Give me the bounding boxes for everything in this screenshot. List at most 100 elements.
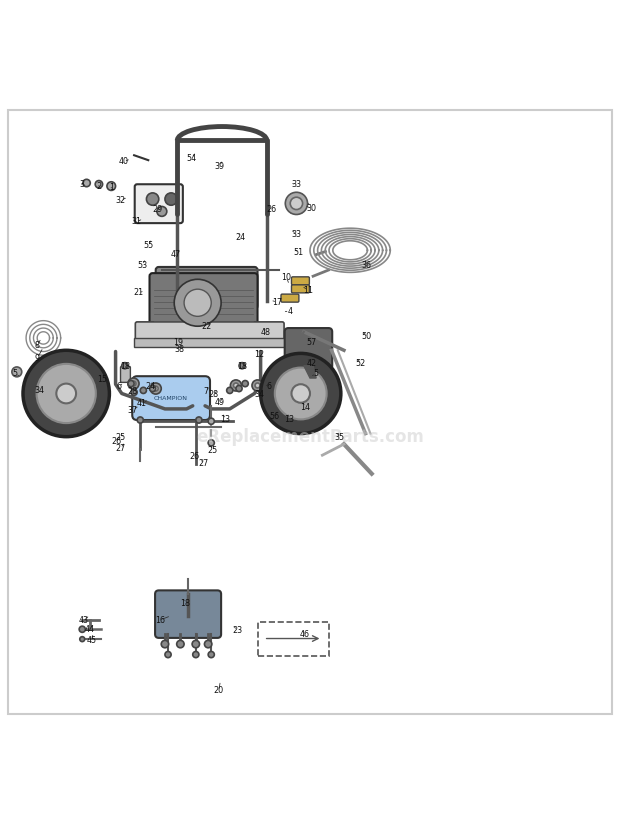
Text: 5: 5: [12, 369, 17, 378]
Text: 28: 28: [208, 391, 218, 399]
Text: 9: 9: [35, 353, 40, 363]
FancyBboxPatch shape: [135, 185, 183, 223]
Circle shape: [131, 389, 137, 396]
Text: 4: 4: [287, 307, 292, 316]
Circle shape: [37, 364, 96, 423]
Circle shape: [157, 207, 167, 217]
Circle shape: [234, 383, 239, 388]
Circle shape: [290, 197, 303, 209]
Text: 11: 11: [303, 286, 313, 295]
Circle shape: [255, 383, 260, 388]
Text: 21: 21: [133, 288, 143, 297]
Text: 23: 23: [232, 626, 242, 635]
Text: CHAMPION: CHAMPION: [154, 396, 188, 401]
Circle shape: [149, 386, 156, 391]
Text: 7: 7: [204, 387, 209, 396]
FancyBboxPatch shape: [134, 338, 285, 347]
FancyBboxPatch shape: [285, 328, 332, 369]
Text: 18: 18: [120, 363, 130, 372]
Text: 5: 5: [314, 369, 319, 378]
Text: 46: 46: [300, 630, 310, 639]
Text: 41: 41: [137, 400, 147, 409]
Circle shape: [231, 380, 241, 391]
Circle shape: [128, 378, 139, 389]
Text: 55: 55: [143, 241, 153, 250]
Circle shape: [208, 418, 215, 424]
Text: 13: 13: [285, 415, 294, 424]
Bar: [257, 622, 329, 656]
Text: 6: 6: [267, 382, 272, 391]
Circle shape: [95, 180, 103, 188]
Text: 44: 44: [85, 625, 95, 634]
Circle shape: [56, 384, 76, 404]
Circle shape: [174, 279, 221, 326]
Text: 50: 50: [361, 331, 372, 340]
Text: 52: 52: [355, 359, 366, 368]
Text: 25: 25: [115, 433, 126, 442]
Text: eReplacementParts.com: eReplacementParts.com: [196, 428, 424, 446]
Text: 36: 36: [362, 260, 372, 269]
FancyBboxPatch shape: [155, 590, 221, 638]
Text: 8: 8: [35, 341, 40, 350]
Text: 42: 42: [306, 359, 316, 368]
Circle shape: [314, 367, 324, 377]
Circle shape: [252, 380, 263, 391]
Text: 31: 31: [131, 218, 141, 227]
Text: 19: 19: [174, 338, 184, 347]
Circle shape: [227, 387, 233, 394]
Text: 3: 3: [79, 180, 84, 189]
Circle shape: [193, 652, 199, 658]
Circle shape: [161, 640, 169, 648]
Circle shape: [177, 640, 184, 648]
Circle shape: [239, 363, 245, 369]
Circle shape: [122, 363, 128, 369]
Circle shape: [193, 297, 203, 307]
Text: 26: 26: [266, 205, 276, 214]
Circle shape: [165, 652, 171, 658]
Text: 13: 13: [221, 415, 231, 424]
Text: 24: 24: [146, 382, 156, 391]
FancyBboxPatch shape: [132, 377, 210, 420]
Text: 33: 33: [291, 230, 301, 239]
Circle shape: [208, 652, 215, 658]
Circle shape: [242, 381, 248, 386]
Text: 37: 37: [128, 405, 138, 414]
Circle shape: [83, 180, 91, 187]
Text: 24: 24: [235, 233, 246, 241]
Text: 33: 33: [291, 180, 301, 190]
Text: 53: 53: [137, 260, 147, 269]
FancyBboxPatch shape: [156, 267, 257, 309]
Text: 43: 43: [79, 616, 89, 625]
Text: 12: 12: [254, 350, 264, 359]
Text: 6: 6: [116, 382, 121, 391]
Circle shape: [128, 381, 134, 386]
Text: 39: 39: [214, 162, 224, 171]
Text: 34: 34: [254, 391, 264, 399]
Text: 40: 40: [118, 157, 128, 166]
FancyBboxPatch shape: [135, 322, 284, 341]
Circle shape: [208, 440, 215, 446]
Circle shape: [260, 353, 341, 433]
Text: 10: 10: [281, 273, 291, 282]
Circle shape: [137, 417, 143, 423]
Text: 2: 2: [96, 181, 102, 190]
Text: 26: 26: [190, 452, 200, 461]
Text: 27: 27: [115, 444, 126, 453]
Text: 57: 57: [307, 338, 317, 347]
Circle shape: [79, 626, 86, 632]
Circle shape: [205, 640, 212, 648]
Circle shape: [153, 386, 158, 391]
Circle shape: [184, 289, 211, 316]
Circle shape: [275, 368, 327, 419]
Text: 27: 27: [199, 459, 209, 468]
FancyBboxPatch shape: [291, 277, 309, 285]
Circle shape: [12, 367, 22, 377]
Circle shape: [236, 386, 242, 391]
Circle shape: [140, 387, 146, 394]
Text: 22: 22: [201, 322, 211, 331]
Text: 32: 32: [115, 196, 126, 205]
Circle shape: [23, 350, 109, 437]
Circle shape: [80, 637, 85, 642]
Text: 30: 30: [306, 204, 316, 213]
Text: 34: 34: [35, 386, 45, 395]
